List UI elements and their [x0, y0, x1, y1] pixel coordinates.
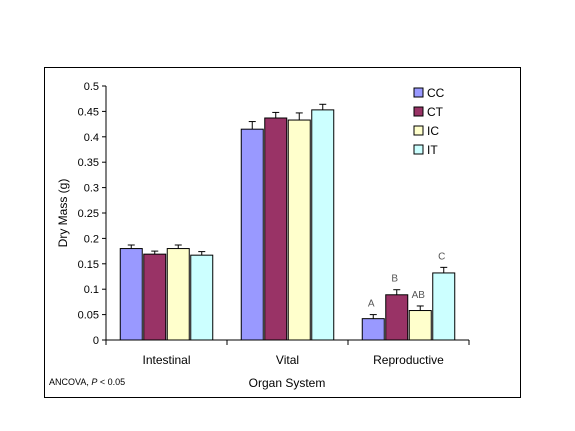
y-tick-label: 0.5 [84, 81, 99, 93]
y-tick-label: 0.4 [84, 132, 99, 144]
y-tick-label: 0.25 [78, 208, 99, 220]
legend-swatch-cc [413, 87, 424, 98]
y-tick-label: 0.3 [84, 183, 99, 195]
legend-label-ic: IC [427, 124, 439, 138]
bar-ic [287, 119, 311, 341]
significance-label: B [391, 274, 398, 285]
bar-it [311, 109, 335, 341]
bar-ct [385, 294, 409, 341]
y-tick-label: 0.1 [84, 284, 99, 296]
y-axis-title: Dry Mass (g) [56, 179, 70, 248]
legend-swatch-it [413, 144, 424, 155]
y-tick-label: 0.05 [78, 310, 99, 322]
x-axis-title: Organ System [249, 376, 326, 390]
significance-label: A [368, 299, 375, 310]
x-category-label: Vital [276, 353, 299, 367]
legend-swatch-ic [413, 125, 424, 136]
bar-cc [119, 248, 143, 341]
y-tick-label: 0.15 [78, 259, 99, 271]
significance-label: C [438, 251, 445, 262]
legend-label-cc: CC [427, 86, 445, 100]
x-category-label: Intestinal [142, 353, 190, 367]
statistics-footnote: ANCOVA, P < 0.05 [49, 377, 125, 387]
footnote-suffix: < 0.05 [97, 377, 125, 387]
bar-ct [143, 253, 167, 341]
y-tick-label: 0 [93, 335, 99, 347]
legend-swatch-ct [413, 106, 424, 117]
bar-it [190, 254, 214, 341]
footnote-p-symbol: P [91, 377, 97, 387]
footnote-prefix: ANCOVA, [49, 377, 91, 387]
bar-ct [264, 117, 288, 341]
bar-cc [240, 128, 264, 341]
bar-cc [361, 318, 385, 341]
bar-ic [166, 248, 190, 341]
bar-it [432, 272, 456, 341]
y-tick-label: 0.2 [84, 233, 99, 245]
legend-label-ct: CT [427, 105, 444, 119]
significance-label: AB [412, 290, 426, 301]
y-tick-label: 0.45 [78, 106, 99, 118]
bar-ic [408, 310, 432, 341]
x-category-label: Reproductive [373, 353, 444, 367]
y-tick-label: 0.35 [78, 157, 99, 169]
legend-label-it: IT [427, 143, 438, 157]
